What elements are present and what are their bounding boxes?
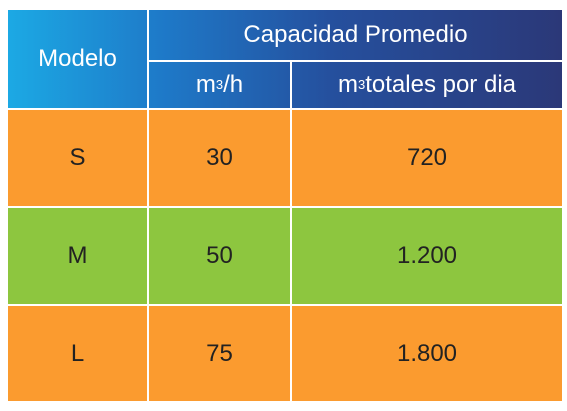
grid-divider bbox=[8, 206, 562, 208]
cell-daily: 720 bbox=[406, 144, 448, 171]
header-hourly-unit: m 3/h bbox=[195, 71, 244, 98]
header-model: Modelo bbox=[38, 45, 117, 72]
grid-divider bbox=[8, 108, 562, 110]
grid-divider bbox=[8, 304, 562, 306]
grid-divider bbox=[149, 60, 562, 62]
grid-divider bbox=[290, 60, 292, 401]
cell-hourly: 30 bbox=[206, 144, 233, 171]
cell-model: L bbox=[70, 339, 85, 367]
table-row: L 75 1.800 bbox=[8, 306, 562, 401]
cell-daily: 1.200 bbox=[396, 242, 458, 269]
cell-hourly: 50 bbox=[206, 242, 233, 269]
cell-model: S bbox=[69, 144, 86, 171]
grid-divider bbox=[147, 10, 149, 401]
cell-daily: 1.800 bbox=[396, 339, 458, 367]
table-header bbox=[8, 10, 562, 108]
header-capacity-group: Capacidad Promedio bbox=[243, 21, 468, 48]
cell-hourly: 75 bbox=[206, 339, 233, 367]
cell-model: M bbox=[67, 242, 88, 269]
table-row: M 50 1.200 bbox=[8, 208, 562, 304]
table-row: S 30 720 bbox=[8, 110, 562, 206]
